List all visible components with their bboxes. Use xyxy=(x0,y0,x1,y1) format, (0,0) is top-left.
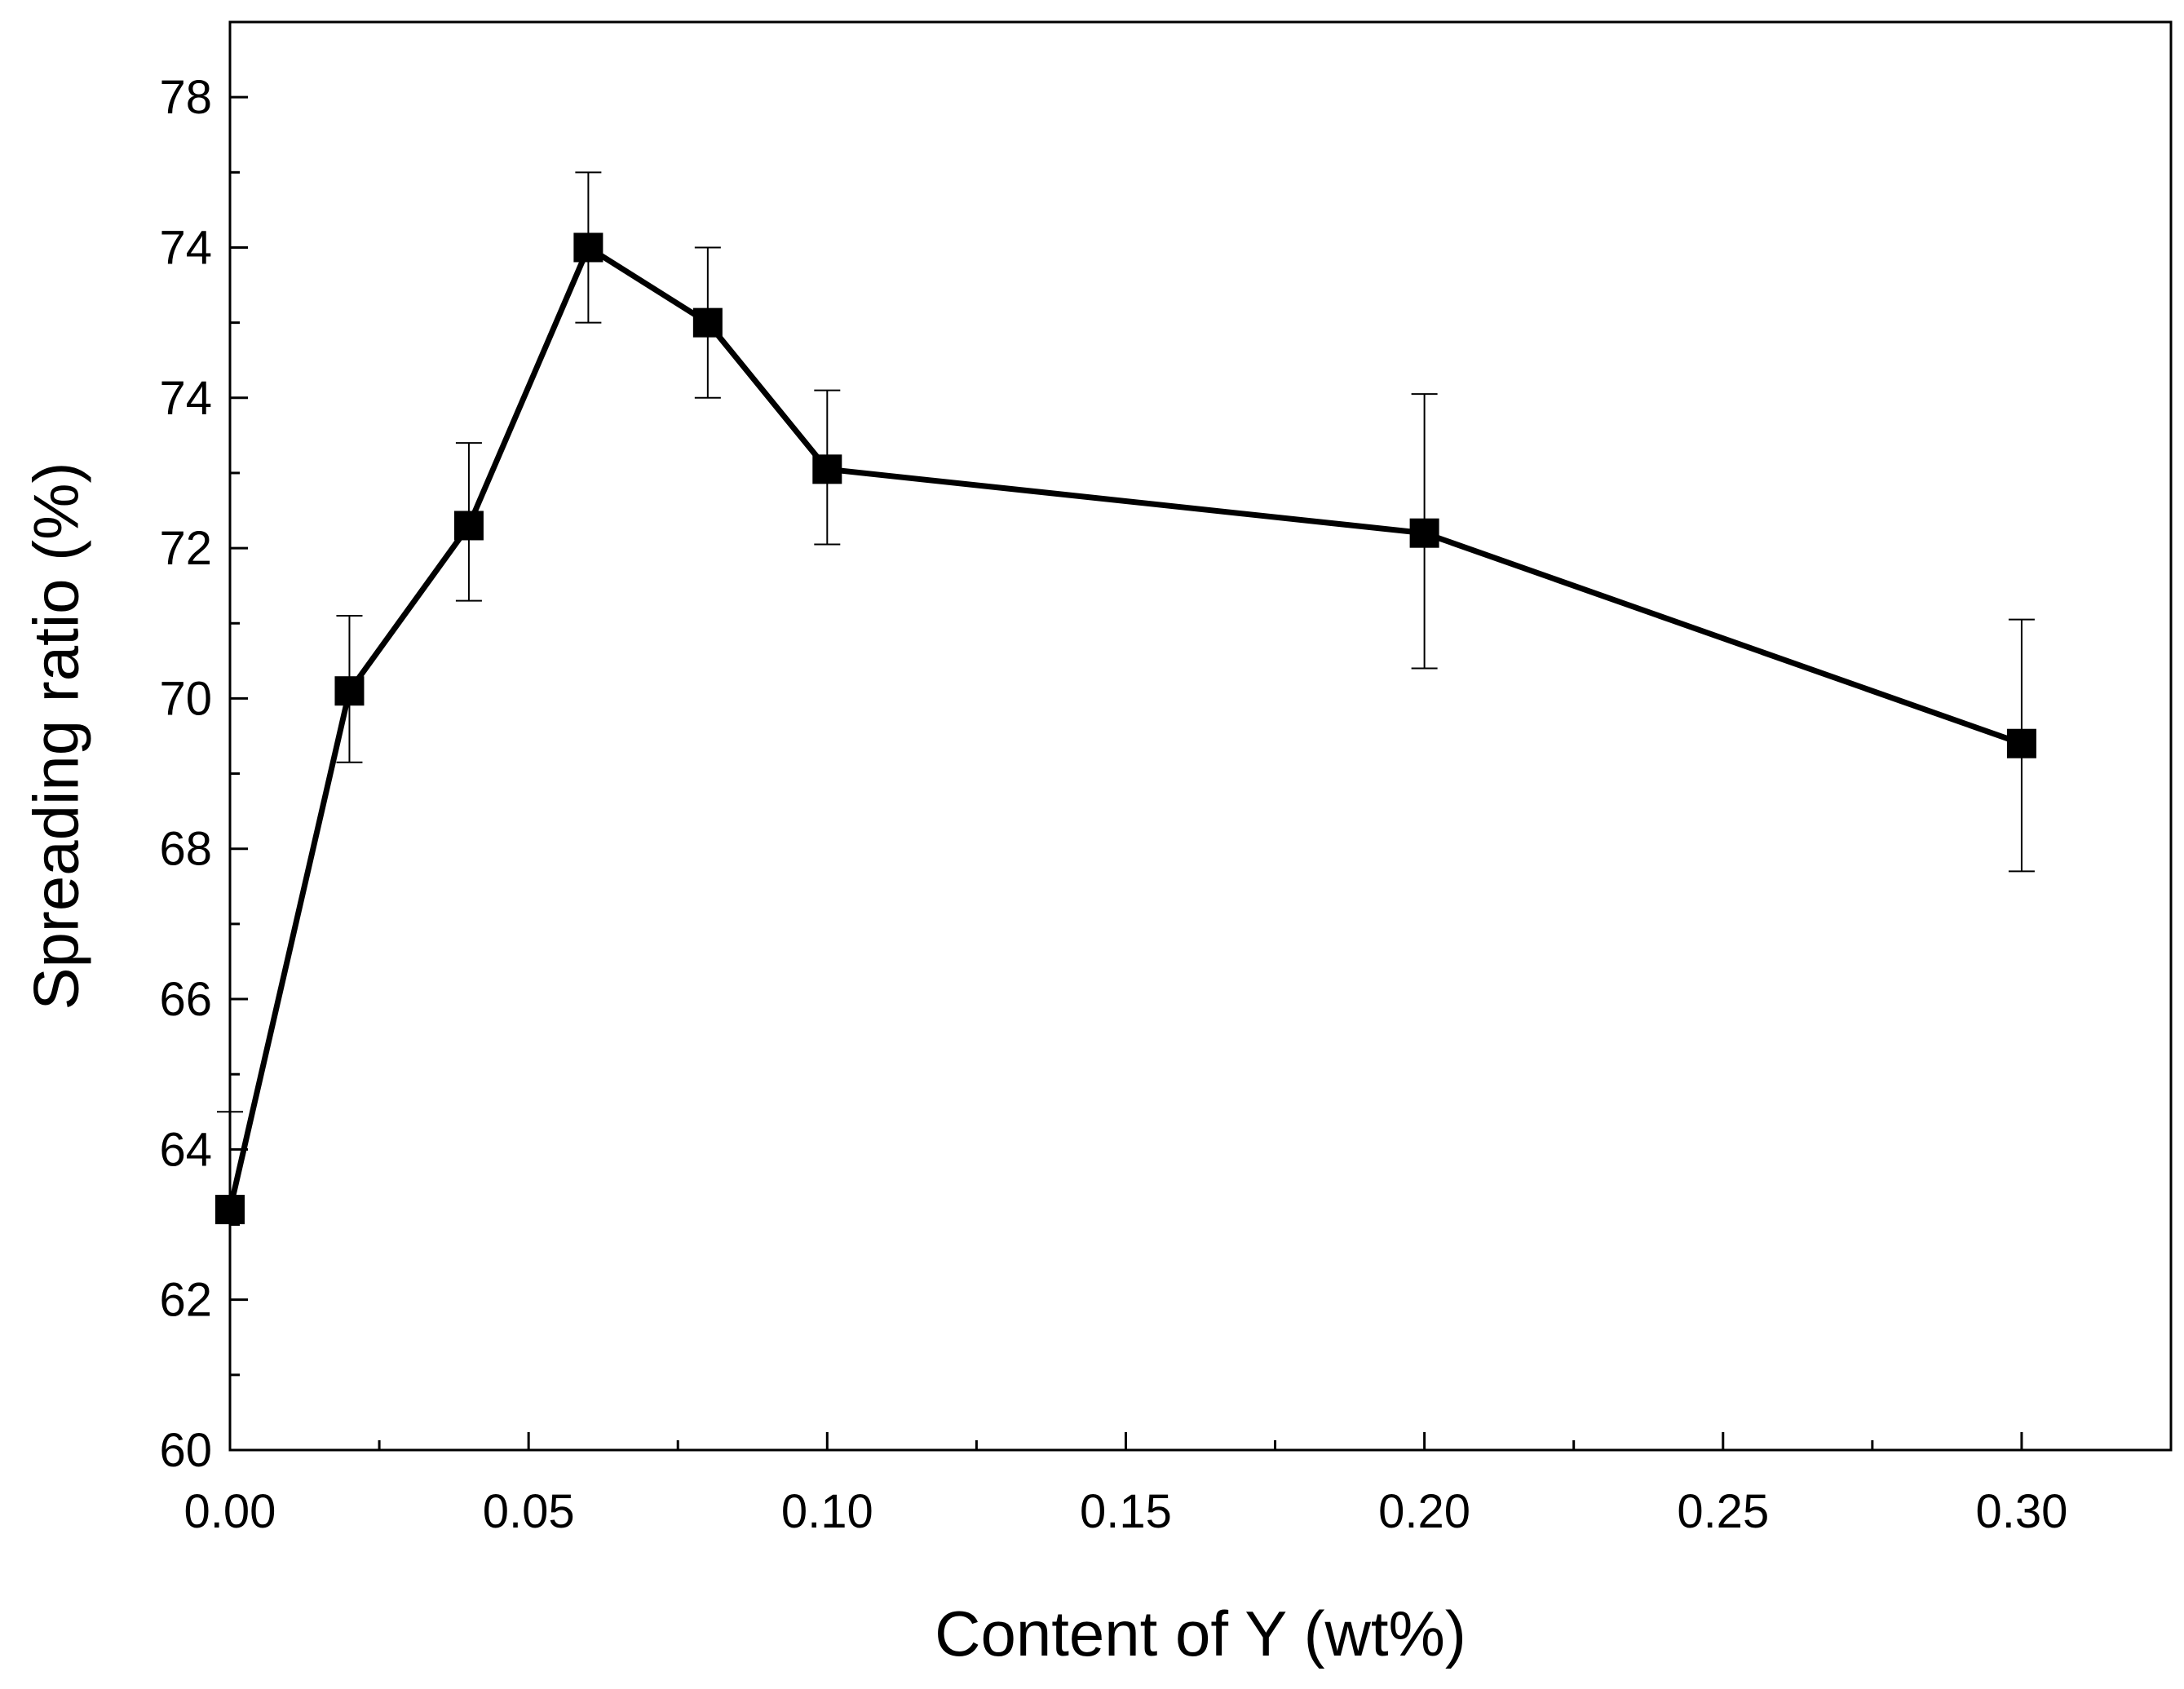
data-point xyxy=(334,676,365,706)
error-bars xyxy=(217,171,2035,1211)
y-tick-label: 66 xyxy=(159,973,212,1026)
y-tick-label: 78 xyxy=(159,71,212,124)
y-tick-label: 64 xyxy=(159,1123,212,1176)
data-point xyxy=(573,232,603,263)
series-line xyxy=(227,243,2023,1210)
data-point xyxy=(1409,518,1439,548)
axes xyxy=(228,20,2173,1452)
y-tick-label: 74 xyxy=(159,372,212,425)
data-point xyxy=(2006,728,2036,758)
tick-labels: 0.00 0.05 0.10 0.15 0.20 0.25 0.30 60 62 64 66 68 70… xyxy=(159,71,2067,1538)
x-tick-label: 0.10 xyxy=(781,1485,873,1538)
data-point xyxy=(812,454,842,484)
y-tick-label: 62 xyxy=(159,1274,212,1327)
x-tick-label: 0.20 xyxy=(1378,1485,1470,1538)
y-tick-label: 60 xyxy=(159,1424,212,1477)
x-tick-label: 0.30 xyxy=(1975,1485,2067,1538)
data-point xyxy=(692,307,723,338)
y-tick-label: 70 xyxy=(159,672,212,725)
x-tick-label: 0.00 xyxy=(184,1485,276,1538)
x-axis-title: Content of Y (wt%) xyxy=(935,1598,1466,1669)
y-axis-title: Spreading ratio (%) xyxy=(20,462,92,1010)
x-tick-label: 0.15 xyxy=(1080,1485,1172,1538)
x-tick-label: 0.25 xyxy=(1677,1485,1769,1538)
plot-frame xyxy=(228,20,2173,1452)
y-tick-label: 72 xyxy=(159,522,212,575)
y-tick-label: 68 xyxy=(159,823,212,876)
x-tick-label: 0.05 xyxy=(483,1485,575,1538)
y-tick-label: 74 xyxy=(159,221,212,274)
data-series xyxy=(215,232,2036,1225)
data-point xyxy=(453,511,484,541)
data-point xyxy=(215,1195,245,1225)
